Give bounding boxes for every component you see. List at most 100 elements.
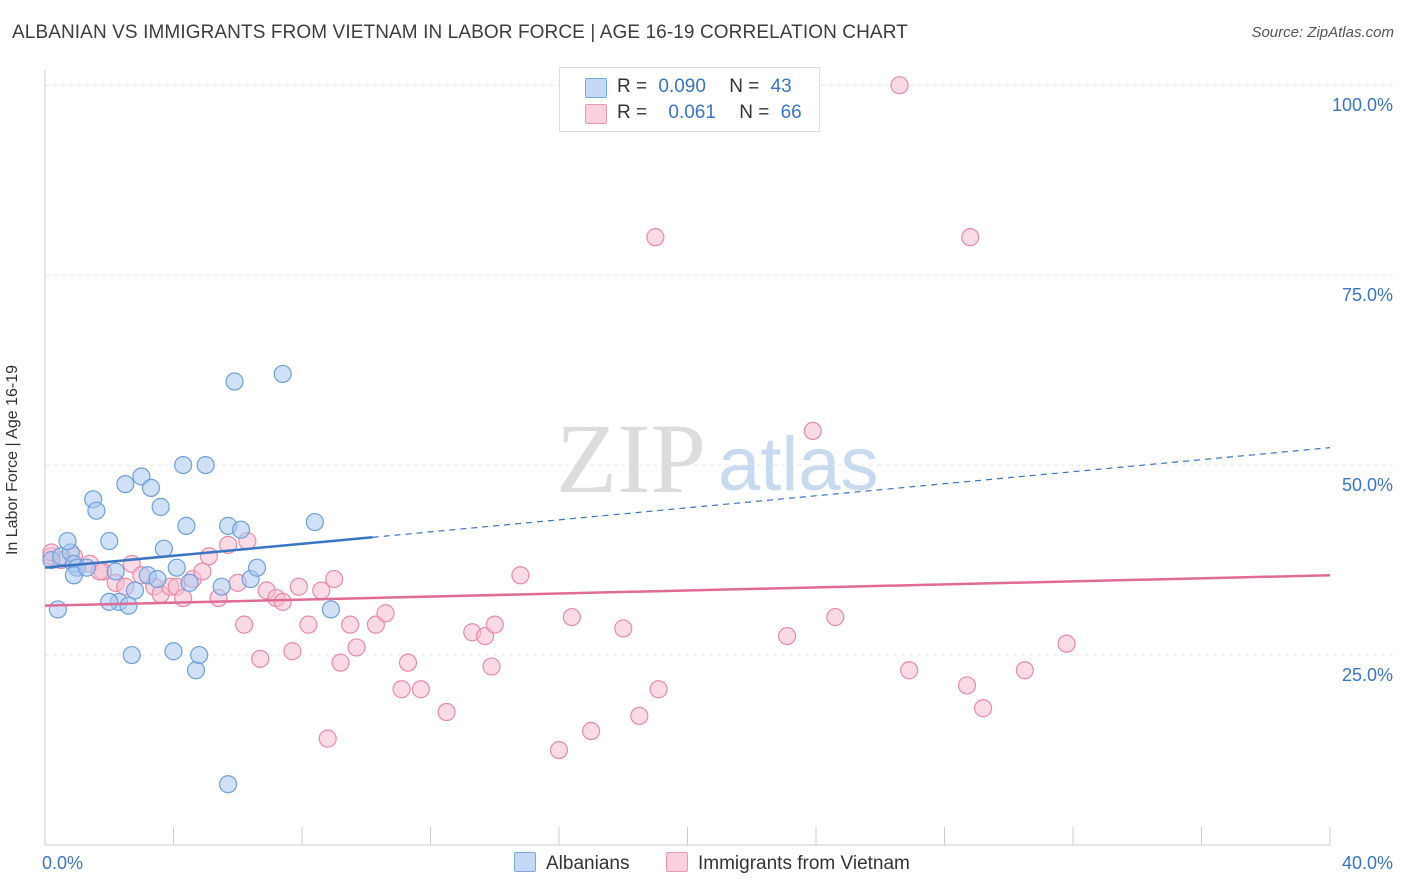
vietnam-point	[961, 228, 980, 247]
vietnam-point	[341, 615, 360, 634]
albanians-point	[180, 573, 199, 592]
legend-n-value: 43	[770, 76, 792, 97]
vietnam-point	[283, 642, 302, 661]
vietnam-point	[376, 604, 395, 623]
bottom-legend-swatch-vietnam	[666, 852, 688, 872]
vietnam-point	[1015, 661, 1034, 680]
albanians-point	[247, 558, 267, 577]
axes	[44, 70, 1331, 846]
vietnam-point	[1057, 634, 1076, 653]
albanians-point	[225, 372, 244, 391]
vietnam-point	[973, 699, 993, 718]
legend-swatch-albanians	[585, 78, 607, 98]
vietnam-point	[273, 592, 292, 611]
albanians-point	[122, 645, 141, 665]
stats-legend: R = 0.090 N = 43 R = 0.061 N = 66	[559, 67, 820, 132]
vietnam-point	[777, 626, 797, 646]
watermark-atlas: atlas	[718, 422, 879, 507]
source-label: Source: ZipAtlas.com	[1251, 24, 1394, 41]
vietnam-point	[582, 721, 601, 741]
vietnam-point	[411, 680, 430, 699]
y-tick-label: 75.0%	[1342, 285, 1393, 305]
legend-n-label: N =	[729, 76, 760, 97]
chart-title: ALBANIAN VS IMMIGRANTS FROM VIETNAM IN L…	[12, 22, 908, 43]
albanians-point	[100, 531, 119, 551]
albanians-point	[273, 364, 292, 384]
vietnam-point	[174, 588, 193, 608]
trend-line-albanians	[44, 536, 373, 569]
vietnam-point	[485, 615, 504, 634]
albanians-point	[177, 516, 196, 535]
y-tick-label: 100.0%	[1332, 95, 1393, 115]
albanians-point	[164, 642, 183, 661]
vietnam-point	[289, 577, 308, 596]
legend-r-value: 0.061	[668, 102, 716, 123]
albanians-point	[125, 581, 145, 600]
y-tick-label: 25.0%	[1342, 665, 1393, 685]
albanians-point	[190, 645, 209, 665]
vietnam-point	[193, 562, 212, 581]
albanians-point	[231, 520, 251, 539]
vietnam-point	[398, 653, 418, 672]
tick-labels: 25.0% 50.0% 75.0% 100.0% 0.0% 40.0%	[42, 95, 1393, 873]
albanians-point	[212, 577, 231, 596]
vietnam-point	[803, 421, 822, 441]
legend-r-value: 0.090	[658, 76, 706, 97]
watermark-zip: ZIP	[556, 403, 706, 514]
albanians-point	[148, 569, 167, 589]
vietnam-point	[331, 653, 350, 672]
albanians-point	[167, 558, 186, 577]
vietnam-point	[235, 615, 254, 634]
vietnam-point	[318, 729, 337, 748]
trend-line-vietnam	[44, 574, 1331, 607]
vietnam-point	[630, 706, 649, 725]
albanians-point	[321, 600, 341, 619]
vietnam-point	[649, 680, 668, 699]
vietnam-point	[900, 661, 919, 680]
albanians-point	[106, 562, 125, 581]
legend-n-label: N =	[739, 102, 770, 123]
bottom-legend-vietnam: Immigrants from Vietnam	[666, 852, 910, 875]
albanians-point	[116, 474, 135, 494]
albanians-point	[100, 592, 119, 611]
trend-lines	[44, 447, 1331, 607]
albanians-point	[196, 455, 215, 475]
gridlines	[45, 84, 1395, 656]
y-axis-label: In Labor Force | Age 16-19	[4, 364, 21, 556]
albanians-point	[154, 539, 173, 558]
bottom-legend-swatch-albanians	[514, 852, 536, 872]
vietnam-point	[199, 547, 218, 566]
vietnam-point	[614, 619, 633, 638]
legend-r-label: R =	[617, 102, 648, 123]
albanians-point	[119, 596, 138, 615]
albanians-point	[186, 661, 206, 680]
vietnam-point	[562, 607, 581, 627]
albanians-point	[48, 600, 67, 619]
vietnam-point	[511, 566, 530, 585]
albanians-point	[219, 775, 238, 794]
vietnam-point	[299, 615, 318, 634]
vietnam-point	[890, 76, 909, 95]
albanians-point	[141, 478, 161, 497]
albanians-point	[87, 501, 106, 520]
vietnam-point	[826, 607, 845, 627]
series-albanians-points	[42, 364, 341, 794]
legend-n-value: 66	[780, 102, 802, 123]
vietnam-point	[549, 740, 569, 760]
albanians-point	[77, 558, 96, 577]
vietnam-point	[325, 569, 344, 589]
vietnam-point	[437, 702, 456, 722]
albanians-point	[174, 455, 193, 475]
y-tick-label: 50.0%	[1342, 475, 1393, 495]
x-tick-label-min: 0.0%	[42, 853, 83, 873]
watermark: ZIP atlas	[556, 403, 879, 514]
bottom-legend-albanians: Albanians	[514, 852, 629, 875]
bottom-legend-label-vietnam: Immigrants from Vietnam	[698, 853, 910, 874]
x-tick-label-max: 40.0%	[1342, 853, 1393, 873]
albanians-point	[151, 497, 170, 516]
albanians-point	[58, 531, 77, 551]
bottom-legend-label-albanians: Albanians	[546, 853, 630, 874]
vietnam-point	[482, 657, 501, 676]
vietnam-point	[392, 680, 411, 699]
